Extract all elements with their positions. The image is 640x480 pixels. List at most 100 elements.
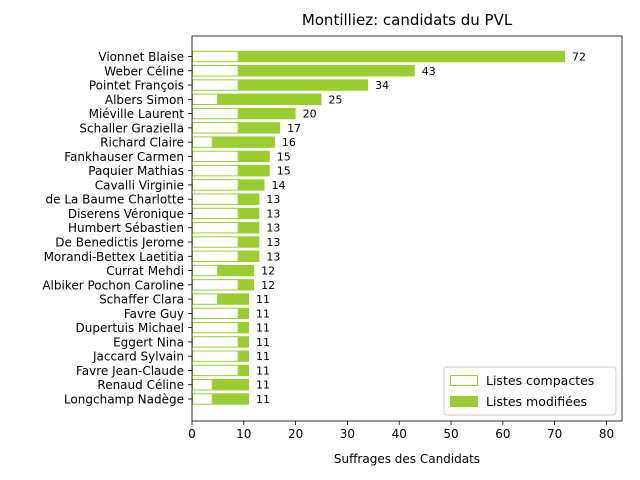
bar-listes-compactes bbox=[192, 50, 239, 63]
plot-area: 72 Vionnet Blaise 43 Weber Céline 34 Pointet … bbox=[42, 35, 623, 441]
x-tick-label: 0 bbox=[188, 427, 196, 441]
data-label: 14 bbox=[272, 179, 286, 192]
data-label: 13 bbox=[266, 193, 280, 206]
bar-listes-modifiees bbox=[238, 336, 249, 348]
y-tick-label: Jaccard Sylvain bbox=[92, 350, 184, 364]
bar-listes-compactes bbox=[192, 364, 239, 377]
y-tick-label: Vionnet Blaise bbox=[98, 50, 184, 64]
y-tick-label: Weber Céline bbox=[104, 64, 184, 78]
y-tick-label: Renaud Céline bbox=[97, 378, 184, 392]
bar-listes-compactes bbox=[192, 307, 239, 320]
bar-listes-modifiees bbox=[212, 136, 275, 148]
y-tick-label: Fankhauser Carmen bbox=[64, 150, 184, 164]
bar-listes-modifiees bbox=[238, 164, 270, 177]
y-tick-label: De Benedictis Jerome bbox=[55, 236, 184, 250]
data-label: 11 bbox=[256, 322, 270, 335]
bar-listes-compactes bbox=[192, 122, 239, 134]
data-label: 15 bbox=[277, 165, 291, 178]
y-tick-label: Longchamp Nadège bbox=[64, 392, 184, 406]
bar-listes-modifiees bbox=[238, 350, 249, 362]
y-tick-label: Diserens Véronique bbox=[68, 207, 184, 221]
data-label: 15 bbox=[277, 150, 291, 163]
bar-listes-compactes bbox=[192, 279, 239, 291]
bar-listes-compactes bbox=[192, 193, 239, 205]
bar-listes-modifiees bbox=[238, 279, 255, 291]
x-tick-label: 70 bbox=[547, 427, 562, 441]
bar-listes-modifiees bbox=[217, 264, 255, 277]
data-label: 11 bbox=[256, 293, 270, 306]
x-tick-label: 10 bbox=[236, 427, 251, 441]
y-tick-label: Schaffer Clara bbox=[99, 293, 184, 307]
bar-listes-modifiees bbox=[238, 307, 249, 320]
data-label: 20 bbox=[303, 108, 317, 121]
bar-listes-compactes bbox=[192, 321, 239, 334]
data-label: 11 bbox=[256, 350, 270, 363]
y-tick-label: Albers Simon bbox=[105, 93, 184, 107]
data-label: 12 bbox=[261, 265, 275, 278]
chart-title: Montilliez: candidats du PVL bbox=[302, 11, 513, 29]
data-label: 16 bbox=[282, 136, 296, 149]
data-label: 12 bbox=[261, 279, 275, 292]
bar-listes-modifiees bbox=[212, 393, 249, 405]
axes-frame bbox=[191, 35, 623, 422]
bar-listes-modifiees bbox=[238, 222, 260, 234]
data-label: 34 bbox=[375, 79, 389, 92]
bar-listes-compactes bbox=[192, 79, 239, 91]
bar-listes-modifiees bbox=[238, 79, 369, 91]
bar-listes-compactes bbox=[192, 293, 218, 305]
bar-listes-modifiees bbox=[238, 321, 249, 334]
legend-frame bbox=[443, 366, 617, 416]
bar-listes-modifiees bbox=[212, 379, 249, 391]
x-tick-label: 80 bbox=[599, 427, 614, 441]
bar-listes-modifiees bbox=[238, 250, 260, 262]
y-tick-label: Currat Mehdi bbox=[106, 264, 184, 278]
legend-swatch-listes-compactes bbox=[450, 375, 478, 386]
data-label: 13 bbox=[266, 222, 280, 235]
bar-listes-compactes bbox=[192, 179, 239, 191]
data-label: 72 bbox=[572, 51, 586, 64]
data-label: 11 bbox=[256, 336, 270, 349]
bar-listes-compactes bbox=[192, 65, 239, 77]
bar-listes-compactes bbox=[192, 264, 218, 277]
legend-label-listes-modifiees: Listes modifiées bbox=[486, 394, 587, 409]
y-tick-label: de La Baume Charlotte bbox=[46, 193, 185, 207]
y-tick-label: Eggert Nina bbox=[113, 335, 184, 349]
y-tick-label: Morandi-Bettex Laetitia bbox=[44, 250, 184, 264]
data-label: 11 bbox=[256, 393, 270, 406]
bar-listes-modifiees bbox=[238, 179, 265, 191]
y-tick-label: Cavalli Virginie bbox=[95, 178, 184, 192]
data-label: 43 bbox=[422, 65, 436, 78]
y-tick-label: Favre Jean-Claude bbox=[76, 364, 184, 378]
y-tick-label: Richard Claire bbox=[100, 136, 184, 150]
bar-listes-compactes bbox=[192, 236, 239, 248]
x-tick-label: 40 bbox=[392, 427, 407, 441]
x-tick-label: 20 bbox=[288, 427, 303, 441]
bar-listes-modifiees bbox=[238, 236, 260, 248]
bar-listes-compactes bbox=[192, 207, 239, 220]
bar-listes-compactes bbox=[192, 250, 239, 262]
y-tick-label: Miéville Laurent bbox=[89, 107, 185, 121]
bar-listes-compactes bbox=[192, 164, 239, 177]
y-tick-label: Paquier Mathias bbox=[88, 164, 184, 178]
y-tick-label: Schaller Graziella bbox=[79, 121, 184, 135]
y-tick-label: Humbert Sébastien bbox=[68, 221, 184, 235]
bar-listes-compactes bbox=[192, 336, 239, 348]
bar-listes-modifiees bbox=[238, 193, 260, 205]
legend-label-listes-compactes: Listes compactes bbox=[486, 373, 594, 388]
bar-listes-modifiees bbox=[238, 122, 281, 134]
data-label: 11 bbox=[256, 307, 270, 320]
bar-listes-modifiees bbox=[238, 107, 296, 120]
y-tick-label: Pointet François bbox=[89, 79, 184, 93]
data-label: 11 bbox=[256, 379, 270, 392]
data-label: 25 bbox=[329, 93, 343, 106]
bar-listes-modifiees bbox=[217, 93, 322, 106]
bar-listes-compactes bbox=[192, 393, 213, 405]
bar-listes-modifiees bbox=[217, 293, 249, 305]
data-label: 13 bbox=[266, 207, 280, 220]
bar-listes-compactes bbox=[192, 107, 239, 120]
bar-listes-compactes bbox=[192, 379, 213, 391]
bar-listes-compactes bbox=[192, 93, 218, 106]
bar-listes-compactes bbox=[192, 350, 239, 362]
data-label: 13 bbox=[266, 236, 280, 249]
